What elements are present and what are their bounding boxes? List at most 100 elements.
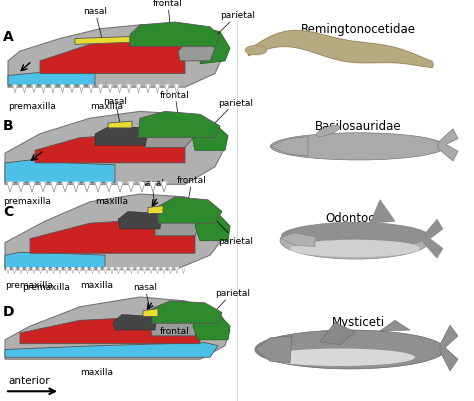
- Text: A: A: [3, 30, 14, 44]
- Ellipse shape: [280, 223, 430, 259]
- Polygon shape: [182, 268, 185, 274]
- Text: parietal: parietal: [210, 98, 253, 129]
- Polygon shape: [280, 233, 315, 247]
- Text: frontal: frontal: [153, 0, 183, 26]
- Bar: [235, 11, 474, 401]
- Polygon shape: [137, 86, 140, 94]
- Polygon shape: [89, 86, 93, 94]
- Polygon shape: [18, 183, 24, 192]
- Polygon shape: [370, 200, 395, 224]
- Polygon shape: [423, 220, 443, 259]
- Text: premaxilla: premaxilla: [8, 101, 56, 110]
- Text: nasal: nasal: [133, 282, 157, 311]
- Polygon shape: [35, 134, 185, 164]
- Text: nasal: nasal: [83, 7, 107, 39]
- Polygon shape: [163, 268, 165, 274]
- Polygon shape: [46, 268, 48, 274]
- Polygon shape: [438, 130, 458, 162]
- Polygon shape: [150, 183, 156, 192]
- Polygon shape: [156, 268, 159, 274]
- Text: frontal: frontal: [177, 176, 207, 202]
- Text: nasal: nasal: [103, 96, 127, 124]
- Text: Remingtonocetidae: Remingtonocetidae: [301, 23, 416, 36]
- Polygon shape: [108, 122, 132, 129]
- Text: Odontoceti: Odontoceti: [326, 212, 391, 225]
- Polygon shape: [255, 336, 292, 363]
- Text: premaxilla: premaxilla: [3, 196, 51, 205]
- Polygon shape: [110, 268, 113, 274]
- Polygon shape: [192, 125, 228, 151]
- Polygon shape: [5, 297, 230, 359]
- Polygon shape: [104, 268, 107, 274]
- Polygon shape: [8, 72, 95, 86]
- Polygon shape: [124, 268, 127, 274]
- Polygon shape: [65, 268, 68, 274]
- Polygon shape: [32, 86, 36, 94]
- Polygon shape: [117, 183, 123, 192]
- Polygon shape: [148, 206, 163, 214]
- Text: anterior: anterior: [8, 375, 50, 385]
- Polygon shape: [72, 268, 74, 274]
- Polygon shape: [165, 86, 169, 94]
- Polygon shape: [98, 268, 100, 274]
- Polygon shape: [58, 268, 62, 274]
- Polygon shape: [51, 86, 55, 94]
- Text: maxilla: maxilla: [80, 367, 113, 376]
- Polygon shape: [91, 268, 94, 274]
- Polygon shape: [108, 86, 112, 94]
- Polygon shape: [75, 37, 130, 45]
- Polygon shape: [248, 31, 433, 68]
- Polygon shape: [137, 268, 139, 274]
- Polygon shape: [80, 86, 83, 94]
- Text: D: D: [3, 304, 15, 318]
- Polygon shape: [113, 315, 157, 330]
- Polygon shape: [70, 86, 74, 94]
- Ellipse shape: [265, 348, 415, 366]
- Text: parietal: parietal: [210, 288, 250, 317]
- Polygon shape: [84, 183, 90, 192]
- Text: parietal: parietal: [215, 220, 253, 245]
- Polygon shape: [143, 268, 146, 274]
- Polygon shape: [174, 86, 179, 94]
- Polygon shape: [5, 253, 105, 268]
- Polygon shape: [138, 112, 220, 138]
- Polygon shape: [40, 39, 185, 74]
- Polygon shape: [152, 301, 222, 324]
- Ellipse shape: [255, 330, 445, 369]
- Polygon shape: [99, 86, 102, 94]
- Polygon shape: [440, 325, 458, 371]
- Polygon shape: [146, 86, 150, 94]
- Polygon shape: [149, 268, 153, 274]
- Polygon shape: [155, 214, 200, 236]
- Polygon shape: [5, 194, 225, 270]
- Polygon shape: [95, 183, 101, 192]
- Polygon shape: [380, 320, 410, 331]
- Polygon shape: [270, 137, 308, 157]
- Polygon shape: [118, 212, 162, 229]
- Polygon shape: [78, 268, 81, 274]
- Text: B: B: [3, 119, 14, 133]
- Polygon shape: [195, 214, 230, 241]
- Polygon shape: [161, 183, 167, 192]
- Polygon shape: [320, 322, 355, 345]
- Ellipse shape: [245, 46, 267, 56]
- Polygon shape: [95, 127, 148, 146]
- Polygon shape: [73, 183, 79, 192]
- Polygon shape: [150, 317, 200, 336]
- Polygon shape: [29, 183, 35, 192]
- Polygon shape: [13, 86, 17, 94]
- Polygon shape: [19, 268, 22, 274]
- Polygon shape: [40, 183, 46, 192]
- Polygon shape: [145, 129, 195, 148]
- Text: maxilla: maxilla: [90, 101, 123, 110]
- Polygon shape: [158, 197, 222, 224]
- Text: maxilla: maxilla: [95, 196, 128, 205]
- Polygon shape: [130, 268, 133, 274]
- Polygon shape: [33, 268, 36, 274]
- Ellipse shape: [271, 134, 446, 160]
- Polygon shape: [5, 343, 218, 357]
- Text: maxilla: maxilla: [80, 280, 113, 289]
- Polygon shape: [39, 268, 42, 274]
- Polygon shape: [26, 268, 29, 274]
- Polygon shape: [5, 160, 115, 183]
